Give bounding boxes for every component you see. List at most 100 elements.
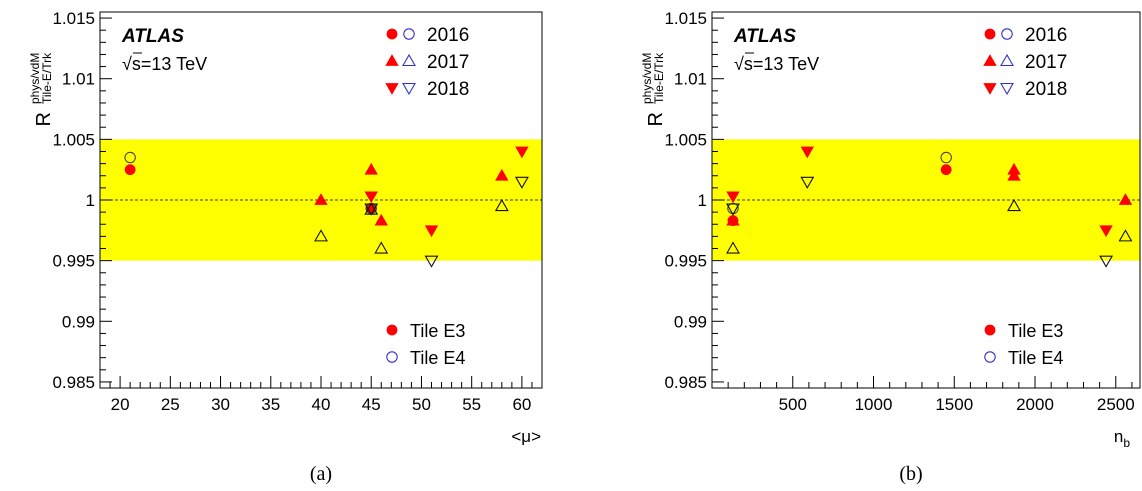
legend-marker-2018-e3	[983, 83, 997, 95]
legend-label-e3: Tile E3	[410, 321, 465, 341]
data-point-2017-e3	[726, 213, 740, 226]
y-tick-label: 0.995	[664, 252, 707, 271]
legend-year-2016: 2016	[1025, 25, 1067, 46]
panel-caption: (a)	[310, 463, 332, 485]
legend-marker-2016-e3	[984, 28, 996, 40]
legend-year-2017: 2017	[427, 52, 469, 73]
x-axis-label-main: n	[1114, 427, 1123, 446]
y-axis-label-main: R	[645, 112, 667, 126]
chart-panel-a: 0.985 0.99 0.995 1 1.005 1.01 1.015 20 25 30 35 40 4…	[28, 9, 543, 485]
y-tick-label: 1.005	[664, 130, 707, 149]
legend-marker-e4	[386, 351, 398, 363]
y-tick-label: 0.985	[664, 373, 707, 392]
data-point-2018-e4	[364, 203, 379, 216]
legend-marker-2018-e3	[385, 83, 399, 95]
x-axis-label: nb	[1114, 427, 1130, 450]
y-axis-label-superscript: phys/vdM	[640, 53, 654, 104]
legend-marker-2016-e4	[403, 28, 415, 40]
legend-label-e4: Tile E4	[1008, 348, 1063, 368]
legend-marker-2018-e4	[1000, 82, 1014, 96]
y-tick-label: 0.99	[674, 312, 707, 331]
x-axis-label: <μ>	[511, 427, 541, 446]
legend-marker-2017-e4	[1000, 53, 1014, 67]
energy-label: √s=13 TeV	[122, 54, 207, 74]
y-tick-label: 0.99	[62, 312, 95, 331]
sqrt-symbol: √	[734, 54, 744, 74]
data-point-2017-e3	[1007, 168, 1021, 181]
legend-year-2017: 2017	[1025, 52, 1067, 73]
data-point-2018-e3	[364, 191, 378, 204]
y-axis-label-subscript: Tile-E/Trk	[40, 52, 54, 104]
data-point-2017-e3	[314, 193, 328, 205]
x-tick-label: 30	[211, 395, 230, 414]
x-tick-label: 2000	[1016, 395, 1054, 414]
x-tick-label: 45	[362, 395, 381, 414]
data-point-2016-e3	[940, 164, 952, 176]
legend-year-2018: 2018	[1025, 79, 1067, 100]
data-point-2016-e4	[940, 151, 952, 164]
x-axis-label-main: <μ>	[511, 427, 541, 446]
data-point-2017-e4	[374, 241, 389, 254]
legend-year-2018: 2018	[427, 79, 469, 100]
data-point-2018-e3	[800, 146, 814, 159]
data-point-2018-e4	[424, 255, 439, 268]
y-tick-label: 1.015	[52, 9, 95, 28]
y-tick-label: 1.005	[52, 130, 95, 149]
data-point-2017-e3	[374, 213, 388, 226]
y-axis-label-subscript: Tile-E/Trk	[652, 52, 666, 104]
y-tick-label: 1	[698, 191, 707, 210]
x-tick-label: 55	[462, 395, 481, 414]
data-point-2018-e3	[726, 191, 740, 204]
legend-marker-2016-e4	[1001, 28, 1013, 40]
legend-year-2016: 2016	[427, 25, 469, 46]
y-axis-label-superscript: phys/vdM	[28, 53, 42, 104]
legend-marker-2017-e3	[385, 54, 399, 66]
data-point-2017-e4	[1007, 198, 1021, 212]
data-point-2017-e3	[495, 168, 509, 181]
legend-label-e4: Tile E4	[410, 348, 465, 368]
atlas-label: ATLAS	[733, 26, 796, 47]
data-point-2018-e4	[1099, 255, 1114, 268]
x-tick-label: 25	[161, 395, 180, 414]
data-point-2017-e4	[314, 229, 328, 242]
legend-marker-e4	[984, 351, 996, 363]
x-tick-label: 1000	[855, 395, 893, 414]
data-point-2017-e3	[1118, 193, 1133, 205]
data-point-2017-e4	[726, 241, 740, 254]
chart-panel-b: 0.985 0.99 0.995 1 1.005 1.01 1.015 500 1000 1500…	[640, 9, 1141, 485]
x-tick-label: 500	[779, 395, 807, 414]
energy-value: =13 TeV	[753, 54, 819, 74]
legend-label-e3: Tile E3	[1008, 321, 1063, 341]
x-tick-label: 60	[512, 395, 531, 414]
y-axis-label-main: R	[33, 112, 55, 126]
x-axis-label-sub: b	[1123, 436, 1130, 450]
atlas-label: ATLAS	[121, 26, 184, 47]
legend-marker-2017-e4	[402, 53, 416, 67]
energy-variable: s	[744, 54, 753, 74]
data-point-2018-e3	[424, 225, 439, 238]
x-tick-label: 1500	[935, 395, 973, 414]
y-tick-label: 1.015	[664, 9, 707, 28]
energy-value: =13 TeV	[141, 54, 207, 74]
data-point-2017-e4	[494, 198, 509, 212]
legend-marker-e3	[386, 324, 398, 336]
y-tick-label: 1	[86, 191, 95, 210]
data-point-2018-e4	[514, 176, 529, 189]
x-tick-label: 40	[312, 395, 331, 414]
energy-variable: s	[132, 54, 141, 74]
legend-marker-2017-e3	[983, 54, 997, 66]
energy-label: √s=13 TeV	[734, 54, 819, 74]
panel-caption: (b)	[899, 463, 922, 485]
x-tick-label: 50	[412, 395, 431, 414]
data-point-2017-e4	[1118, 229, 1133, 242]
data-point-2018-e3	[1099, 225, 1113, 238]
data-point-2016-e3	[124, 164, 136, 176]
data-point-2018-e4	[726, 203, 740, 216]
data-point-2018-e3	[515, 146, 529, 159]
legend-marker-2018-e4	[402, 82, 416, 96]
y-axis-label: R	[645, 112, 667, 126]
uncertainty-band	[712, 139, 1140, 261]
legend-marker-2016-e3	[386, 28, 398, 40]
y-tick-label: 0.995	[52, 252, 95, 271]
